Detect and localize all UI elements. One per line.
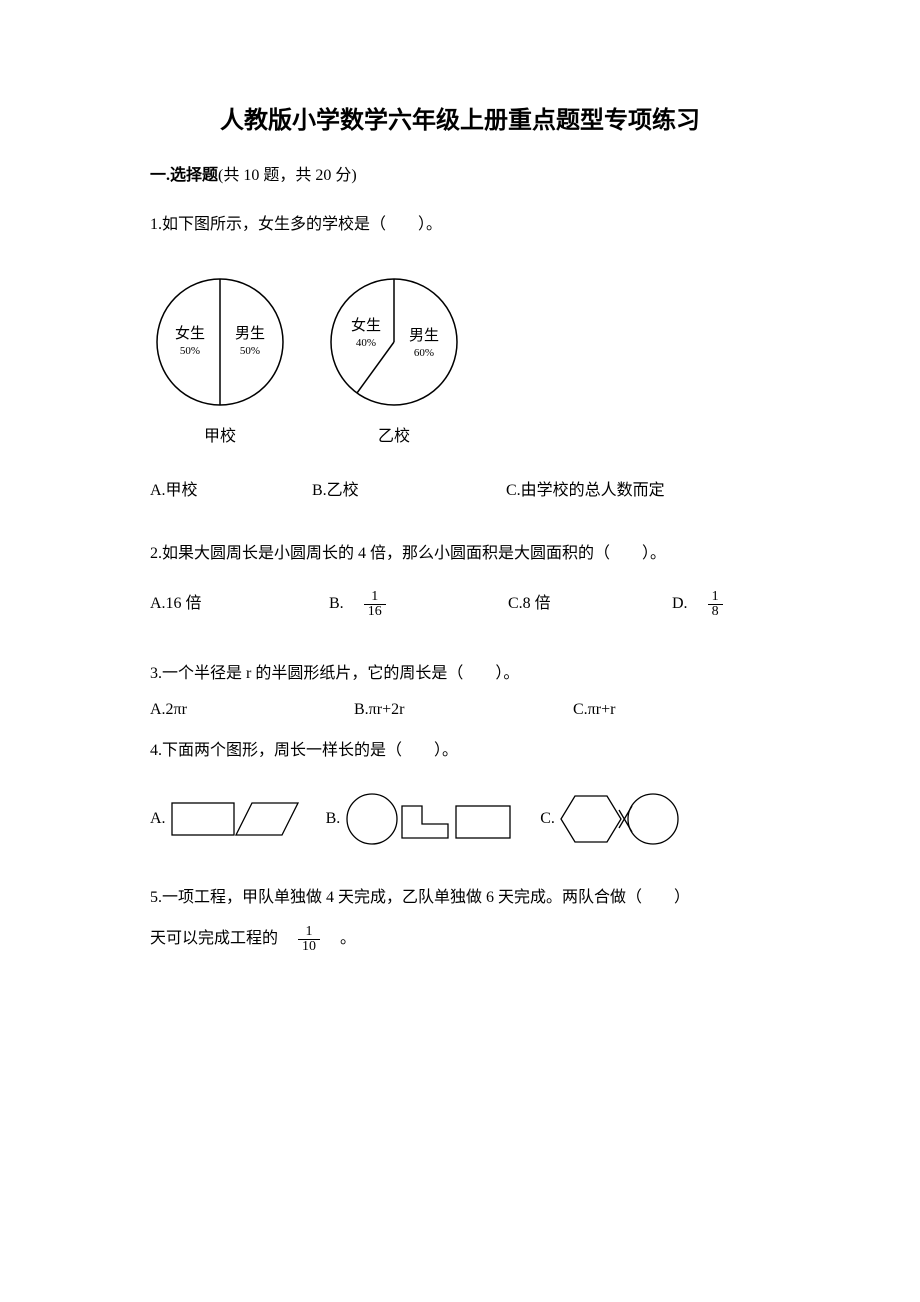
q4-shape-b-icon [344, 792, 514, 846]
q5-line1: 5.一项工程，甲队单独做 4 天完成，乙队单独做 6 天完成。两队合做（ ） [150, 880, 770, 915]
q4-shape-a-icon [170, 797, 300, 841]
q3-options: A.2πr B.πr+2r C.πr+r [150, 701, 770, 719]
q2-opt-b-prefix: B. [329, 595, 360, 612]
q5-frac: 1 10 [298, 925, 320, 955]
q5-line2-prefix: 天可以完成工程的 [150, 930, 294, 947]
pie-chart-b: 女生 40% 男生 60% 乙校 [324, 272, 464, 446]
q2-opt-b: B. 1 16 [329, 589, 504, 620]
frac-den: 16 [364, 605, 386, 620]
q4-opt-a: A. [150, 797, 300, 841]
page-title: 人教版小学数学六年级上册重点题型专项练习 [150, 100, 770, 135]
pie-b-label: 乙校 [324, 422, 464, 446]
pie-b-svg: 女生 40% 男生 60% [324, 272, 464, 412]
q2-opt-d-frac: 1 8 [708, 590, 723, 620]
q1-opt-c: C.由学校的总人数而定 [506, 476, 665, 500]
frac-num: 1 [708, 590, 723, 606]
q1-options: A.甲校 B.乙校 C.由学校的总人数而定 [150, 476, 770, 500]
q2-text: 2.如果大圆周长是小圆周长的 4 倍，那么小圆面积是大圆面积的（ ）。 [150, 536, 770, 571]
q2-opt-a: A.16 倍 [150, 589, 325, 613]
q4-label-c: C. [540, 810, 555, 828]
q5-line2: 天可以完成工程的 1 10 。 [150, 921, 770, 956]
q3-opt-c: C.πr+r [573, 701, 615, 719]
q1-opt-b: B.乙校 [312, 476, 502, 500]
q2-opt-d: D. 1 8 [672, 589, 723, 620]
q5-line2-suffix: 。 [324, 930, 356, 947]
q2-opt-b-frac: 1 16 [364, 590, 386, 620]
q4-opt-b: B. [326, 792, 515, 846]
q1-text: 1.如下图所示，女生多的学校是（ ）。 [150, 207, 770, 242]
frac-num: 1 [364, 590, 386, 606]
pie-chart-a: 女生 50% 男生 50% 甲校 [150, 272, 290, 446]
q2-opt-d-prefix: D. [672, 595, 704, 612]
q4-shapes: A. B. C. [150, 792, 770, 846]
q2-opt-c: C.8 倍 [508, 589, 668, 613]
q3-text: 3.一个半径是 r 的半圆形纸片，它的周长是（ ）。 [150, 656, 770, 691]
pie-b-right-pct: 60% [414, 347, 434, 359]
pie-b-right-text: 男生 [409, 327, 439, 344]
q2-options: A.16 倍 B. 1 16 C.8 倍 D. 1 8 [150, 589, 770, 620]
q4-text: 4.下面两个图形，周长一样长的是（ ）。 [150, 733, 770, 768]
frac-den: 10 [298, 940, 320, 955]
q3-opt-a: A.2πr [150, 701, 350, 719]
q1-diagram: 女生 50% 男生 50% 甲校 女生 40% 男生 60% 乙校 [150, 272, 770, 446]
section-header: 一.选择题(共 10 题，共 20 分) [150, 161, 770, 185]
section-detail: (共 10 题，共 20 分) [218, 167, 357, 184]
q4-shape-c-icon [559, 792, 689, 846]
pie-a-svg: 女生 50% 男生 50% [150, 272, 290, 412]
pie-b-left-pct: 40% [356, 337, 376, 349]
pie-a-right-pct: 50% [240, 345, 260, 357]
q1-opt-a: A.甲校 [150, 476, 308, 500]
pie-a-left-text: 女生 [175, 324, 205, 342]
pie-a-right-text: 男生 [235, 325, 265, 342]
pie-b-left-text: 女生 [351, 316, 381, 334]
section-label: 一.选择题 [150, 167, 218, 184]
q3-opt-b: B.πr+2r [354, 701, 569, 719]
q4-label-a: A. [150, 810, 166, 828]
q4-label-b: B. [326, 810, 341, 828]
q4-opt-c: C. [540, 792, 689, 846]
frac-den: 8 [708, 605, 723, 620]
pie-a-left-pct: 50% [180, 345, 200, 357]
frac-num: 1 [298, 925, 320, 941]
worksheet-page: 人教版小学数学六年级上册重点题型专项练习 一.选择题(共 10 题，共 20 分… [0, 0, 920, 1302]
pie-a-label: 甲校 [150, 422, 290, 446]
